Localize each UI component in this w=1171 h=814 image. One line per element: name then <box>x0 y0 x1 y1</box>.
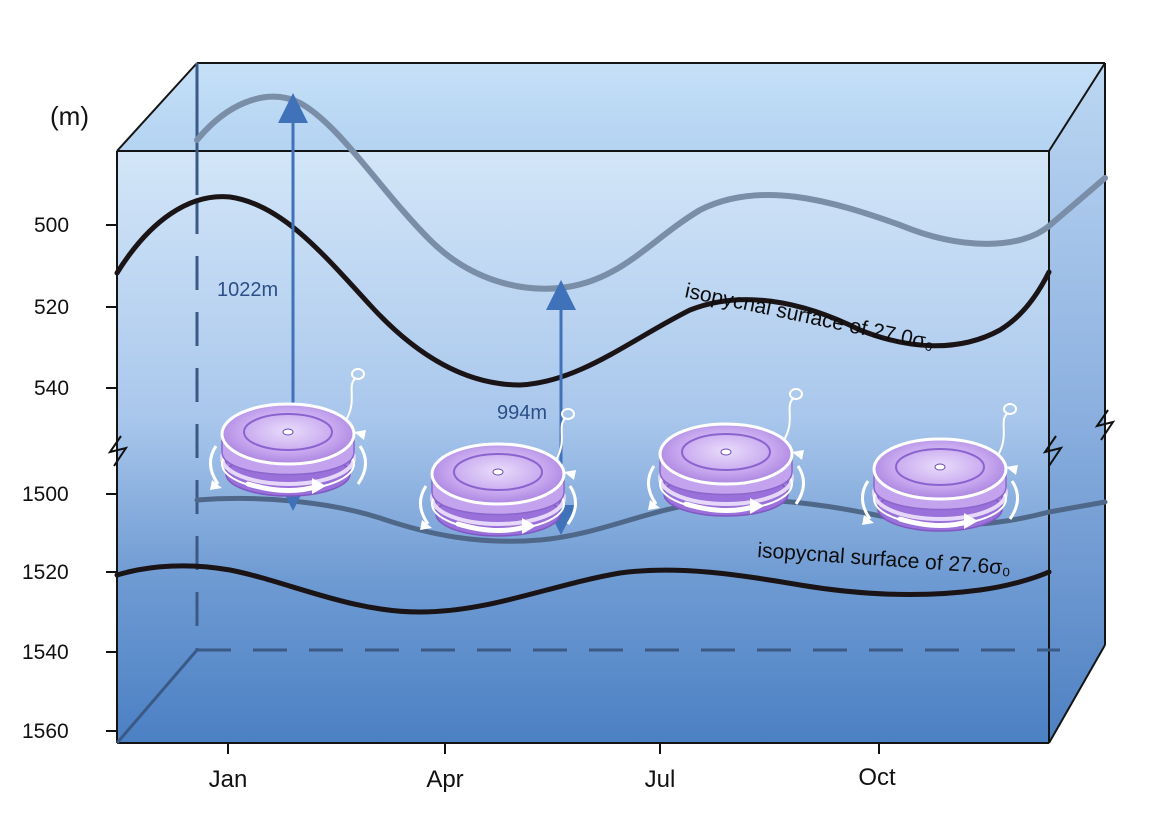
y-tick-marks <box>106 224 117 732</box>
y-axis-unit: (m) <box>50 101 89 131</box>
x-tick-label: Jan <box>209 766 248 793</box>
y-tick-label: 1560 <box>22 720 69 743</box>
y-tick-label: 500 <box>34 214 69 237</box>
box-edges <box>116 62 1106 744</box>
box-top-face <box>117 63 1105 151</box>
min-depth-label: 994m <box>497 402 547 424</box>
lower-isopycnal-front <box>114 563 1052 615</box>
y-tick-label: 1520 <box>22 561 69 584</box>
y-tick-label: 1540 <box>22 641 69 664</box>
y-tick-label: 520 <box>34 296 69 319</box>
max-depth-label: 1022m <box>217 279 278 301</box>
y-axis-break-right <box>1042 435 1064 467</box>
y-tick-label: 540 <box>34 377 69 400</box>
box-right-face <box>1049 63 1105 743</box>
y-tick-label: 1500 <box>22 483 69 506</box>
x-tick-label: Apr <box>426 766 463 793</box>
x-tick-marks <box>227 743 880 754</box>
x-tick-label: Jul <box>645 766 676 793</box>
y-axis-break-left <box>107 435 129 467</box>
y-axis-break-right-back <box>1094 409 1116 441</box>
box-hidden-edges <box>115 63 1060 744</box>
x-tick-label: Oct <box>858 764 896 791</box>
